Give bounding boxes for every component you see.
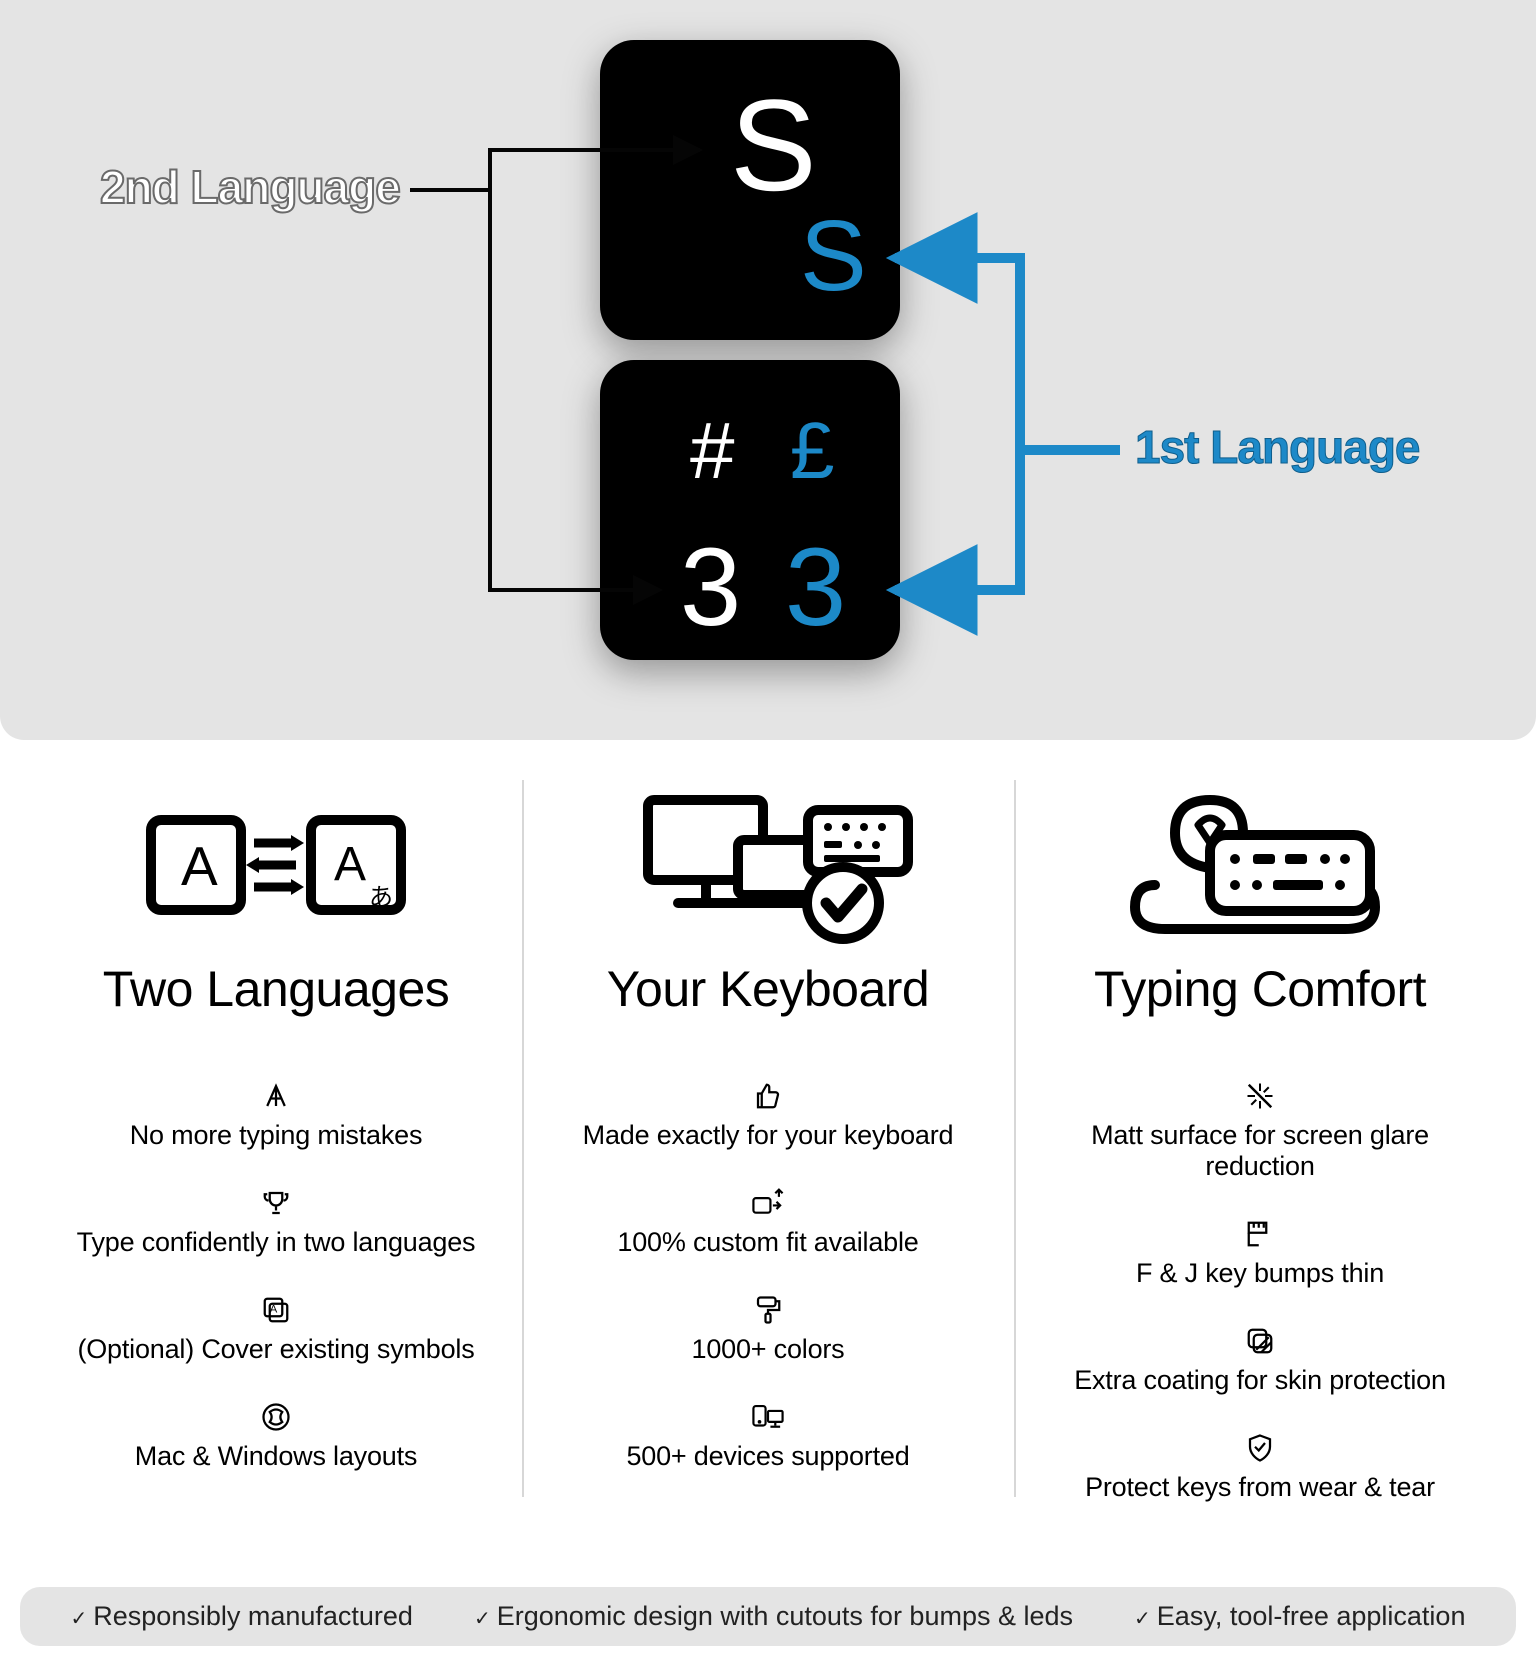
key-3: # £ 3 3 [600,360,900,660]
key-3-bot-lang1: 3 [785,526,846,649]
fit-icon [542,1185,994,1221]
paint-icon [542,1292,994,1328]
hero-svg: S S # £ 3 3 [0,0,1536,740]
benefit: Mac & Windows layouts [50,1399,502,1472]
arrow-1st-to-3 [895,450,1020,590]
benefit-text: 1000+ colors [542,1334,994,1365]
your-keyboard-icon [542,780,994,950]
benefit: No more typing mistakes [50,1078,502,1151]
svg-text:あ: あ [369,884,393,911]
benefit-text: Matt surface for screen glare reduction [1034,1120,1486,1182]
benefit-text: No more typing mistakes [50,1120,502,1151]
benefit-text: Mac & Windows layouts [50,1441,502,1472]
thumb-icon [542,1078,994,1114]
benefit: Matt surface for screen glare reduction [1034,1078,1486,1182]
benefit-text: 500+ devices supported [542,1441,994,1472]
svg-text:A: A [334,838,366,891]
benefit: A (Optional) Cover existing symbols [50,1292,502,1365]
arrow-1st-to-S [895,258,1120,450]
benefit: 100% custom fit available [542,1185,994,1258]
two-languages-icon: A A あ [50,780,502,950]
svg-text:A: A [270,1304,278,1316]
column-your-keyboard: Your Keyboard Made exactly for your keyb… [522,780,1014,1537]
column-title: Typing Comfort [1034,960,1486,1018]
column-title: Your Keyboard [542,960,994,1018]
benefit-text: F & J key bumps thin [1034,1258,1486,1289]
features-grid: A A あ Two Languages No more typing mista… [0,740,1536,1577]
benefit-text: Type confidently in two languages [50,1227,502,1258]
benefit-text: 100% custom fit available [542,1227,994,1258]
overlay-icon: A [50,1292,502,1328]
typing-comfort-icon [1034,780,1486,950]
benefit-text: (Optional) Cover existing symbols [50,1334,502,1365]
glare-icon [1034,1078,1486,1114]
key-3-bot-lang2: 3 [680,526,741,649]
svg-text:A: A [181,835,218,897]
benefit: 1000+ colors [542,1292,994,1365]
shield-icon [1034,1430,1486,1466]
column-title: Two Languages [50,960,502,1018]
coating-icon [1034,1323,1486,1359]
footer-badge: Easy, tool-free application [1134,1601,1465,1632]
key-s-lang1: S [800,200,867,312]
benefit: Extra coating for skin protection [1034,1323,1486,1396]
trophy-icon [50,1185,502,1221]
benefit: Type confidently in two languages [50,1185,502,1258]
key-3-top-lang2: # [690,406,735,495]
footer-badge: Ergonomic design with cutouts for bumps … [474,1601,1073,1632]
column-two-languages: A A あ Two Languages No more typing mista… [30,780,522,1537]
footer-badge: Responsibly manufactured [71,1601,413,1632]
column-typing-comfort: Typing Comfort Matt surface for screen g… [1014,780,1506,1537]
hero-diagram: 2nd Language 1st Language S S # £ 3 3 [0,0,1536,740]
benefit: Made exactly for your keyboard [542,1078,994,1151]
footer-badges: Responsibly manufactured Ergonomic desig… [20,1587,1516,1646]
key-s: S S [600,40,900,340]
benefit-text: Made exactly for your keyboard [542,1120,994,1151]
font-icon [50,1078,502,1114]
os-icon [50,1399,502,1435]
benefit-text: Extra coating for skin protection [1034,1365,1486,1396]
ruler-icon [1034,1216,1486,1252]
devices-icon [542,1399,994,1435]
benefit: 500+ devices supported [542,1399,994,1472]
benefit: F & J key bumps thin [1034,1216,1486,1289]
benefit-text: Protect keys from wear & tear [1034,1472,1486,1503]
key-3-top-lang1: £ [790,406,835,495]
key-s-lang2: S [730,72,817,218]
benefit: Protect keys from wear & tear [1034,1430,1486,1503]
